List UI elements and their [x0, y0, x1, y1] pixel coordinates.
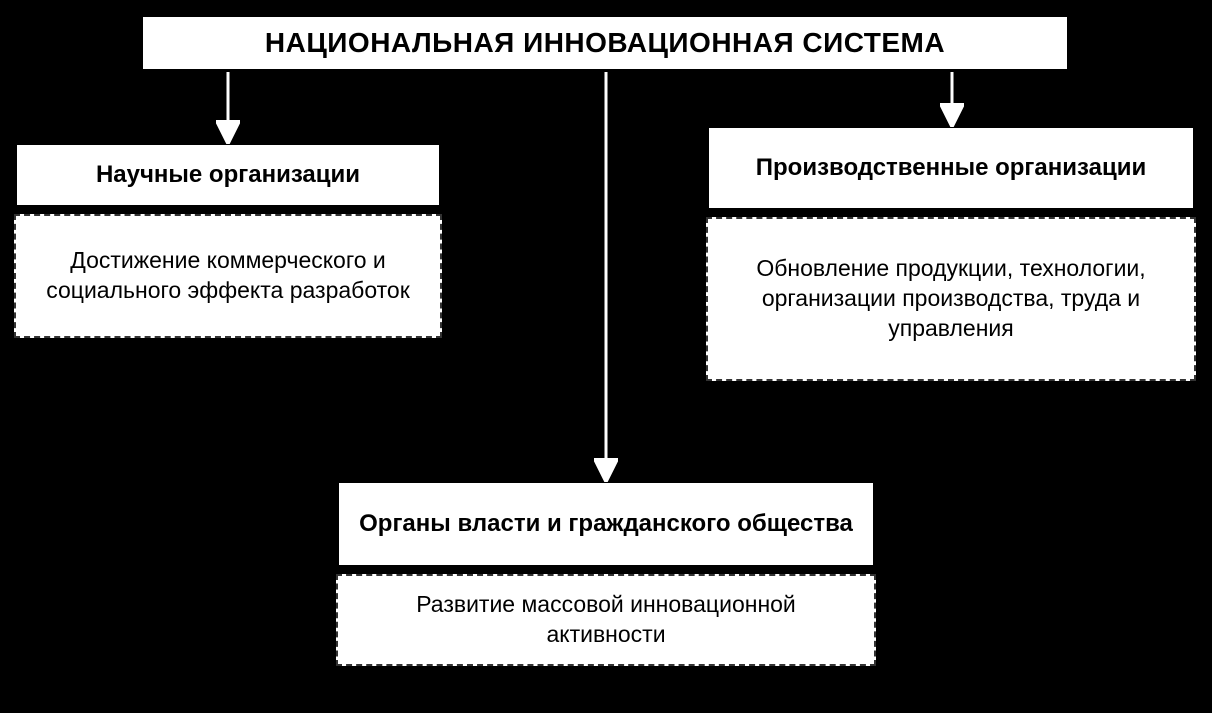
left-header-text: Научные организации	[96, 159, 360, 190]
right-desc-box: Обновление продукции, технологии, органи…	[706, 217, 1196, 381]
bottom-header-text: Органы власти и гражданского общества	[359, 508, 853, 539]
right-desc-text: Обновление продукции, технологии, органи…	[724, 254, 1178, 344]
left-desc-text: Достижение коммерческого и социального э…	[32, 246, 424, 306]
left-header-box: Научные организации	[14, 142, 442, 208]
bottom-header-box: Органы власти и гражданского общества	[336, 480, 876, 568]
right-header-box: Производственные организации	[706, 125, 1196, 211]
root-title-text: НАЦИОНАЛЬНАЯ ИННОВАЦИОННАЯ СИСТЕМА	[265, 27, 945, 59]
root-title-box: НАЦИОНАЛЬНАЯ ИННОВАЦИОННАЯ СИСТЕМА	[140, 14, 1070, 72]
left-desc-box: Достижение коммерческого и социального э…	[14, 214, 442, 338]
bottom-desc-box: Развитие массовой инновационной активнос…	[336, 574, 876, 666]
right-header-text: Производственные организации	[756, 152, 1146, 183]
bottom-desc-text: Развитие массовой инновационной активнос…	[354, 590, 858, 650]
